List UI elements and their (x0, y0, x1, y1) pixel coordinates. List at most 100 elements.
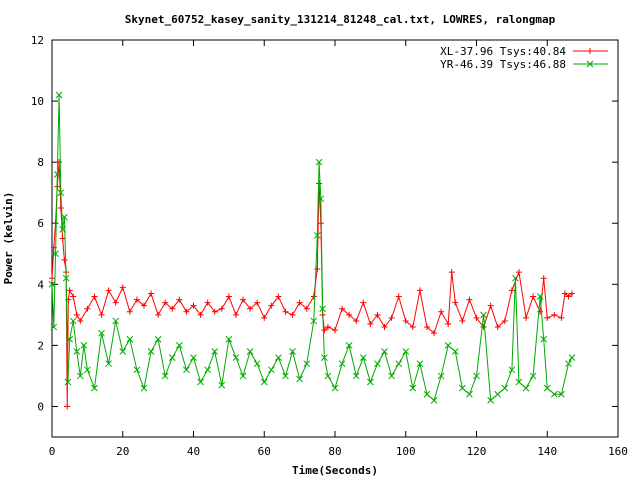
data-point (59, 225, 66, 233)
data-point (381, 348, 388, 355)
data-point (289, 348, 296, 355)
data-point (70, 293, 77, 300)
data-point (140, 384, 148, 392)
data-point (66, 287, 73, 294)
data-point (275, 293, 282, 300)
data-point (64, 403, 71, 410)
data-point (73, 311, 80, 318)
data-point (303, 360, 311, 368)
data-point (458, 384, 466, 392)
data-point (253, 360, 261, 368)
legend-marker (586, 60, 594, 68)
data-point (409, 384, 417, 392)
data-point (561, 290, 568, 297)
data-point (119, 348, 127, 355)
data-point (105, 360, 112, 368)
x-tick-label: 20 (116, 445, 129, 458)
data-point (310, 317, 318, 325)
data-point (161, 372, 169, 380)
data-point (494, 324, 501, 331)
data-point (246, 348, 254, 355)
data-point (452, 299, 459, 306)
data-point (480, 324, 487, 331)
y-tick-label: 6 (37, 217, 44, 230)
data-point (69, 317, 77, 325)
data-point (211, 348, 219, 355)
data-point (388, 372, 395, 380)
data-point (314, 266, 321, 273)
data-point (558, 390, 565, 398)
series-layer (48, 91, 576, 410)
data-point (331, 384, 339, 392)
data-point (540, 335, 548, 343)
data-point (48, 280, 56, 288)
data-point (402, 348, 410, 355)
data-point (52, 220, 59, 227)
data-point (445, 321, 452, 328)
data-point (148, 290, 155, 297)
data-point (565, 293, 572, 300)
data-point (98, 329, 105, 337)
legend-marker (587, 48, 593, 54)
data-point (98, 311, 105, 318)
data-point (53, 171, 61, 178)
x-tick-label: 40 (187, 445, 200, 458)
data-point (523, 314, 530, 321)
data-point (275, 354, 282, 361)
data-point (84, 366, 91, 374)
data-point (416, 287, 423, 294)
x-tick-label: 80 (328, 445, 341, 458)
data-point (197, 378, 204, 386)
data-point (448, 269, 455, 276)
data-point (324, 372, 332, 380)
data-point (232, 311, 239, 318)
data-point (66, 335, 74, 343)
data-point (431, 330, 438, 337)
data-point (550, 390, 558, 398)
data-point (112, 299, 119, 306)
data-point (140, 302, 147, 309)
data-point (260, 378, 268, 386)
data-point (91, 384, 98, 392)
data-point (515, 378, 523, 386)
data-point (133, 296, 140, 303)
data-point (321, 327, 328, 334)
data-point (61, 256, 68, 263)
data-point (80, 342, 88, 349)
data-point (374, 360, 381, 368)
data-point (225, 293, 232, 300)
data-point (423, 390, 431, 398)
y-axis-label: Power (kelvin) (2, 192, 15, 285)
data-point (218, 305, 225, 312)
data-point (105, 287, 112, 294)
data-point (77, 317, 84, 324)
y-tick-label: 10 (31, 95, 44, 108)
data-point (232, 354, 240, 361)
series-1 (49, 159, 576, 410)
data-point (169, 305, 176, 312)
data-point (52, 250, 59, 258)
data-point (529, 372, 537, 380)
data-point (267, 366, 275, 374)
data-point (395, 293, 402, 300)
data-point (324, 324, 331, 331)
data-point (197, 311, 204, 318)
data-point (55, 91, 63, 99)
data-point (168, 354, 176, 361)
data-point (62, 274, 70, 282)
data-point (57, 204, 64, 211)
data-point (190, 302, 197, 309)
data-point (317, 195, 325, 203)
data-point (319, 305, 326, 313)
data-point (512, 274, 519, 282)
data-point (282, 308, 289, 315)
data-point (551, 311, 558, 318)
data-point (565, 360, 572, 368)
data-point (359, 354, 367, 361)
y-axis: 0 2 4 6 8 10 12 (31, 34, 618, 413)
data-point (466, 296, 473, 303)
data-point (240, 296, 247, 303)
data-point (155, 311, 162, 318)
data-point (501, 317, 508, 324)
data-point (57, 189, 65, 197)
